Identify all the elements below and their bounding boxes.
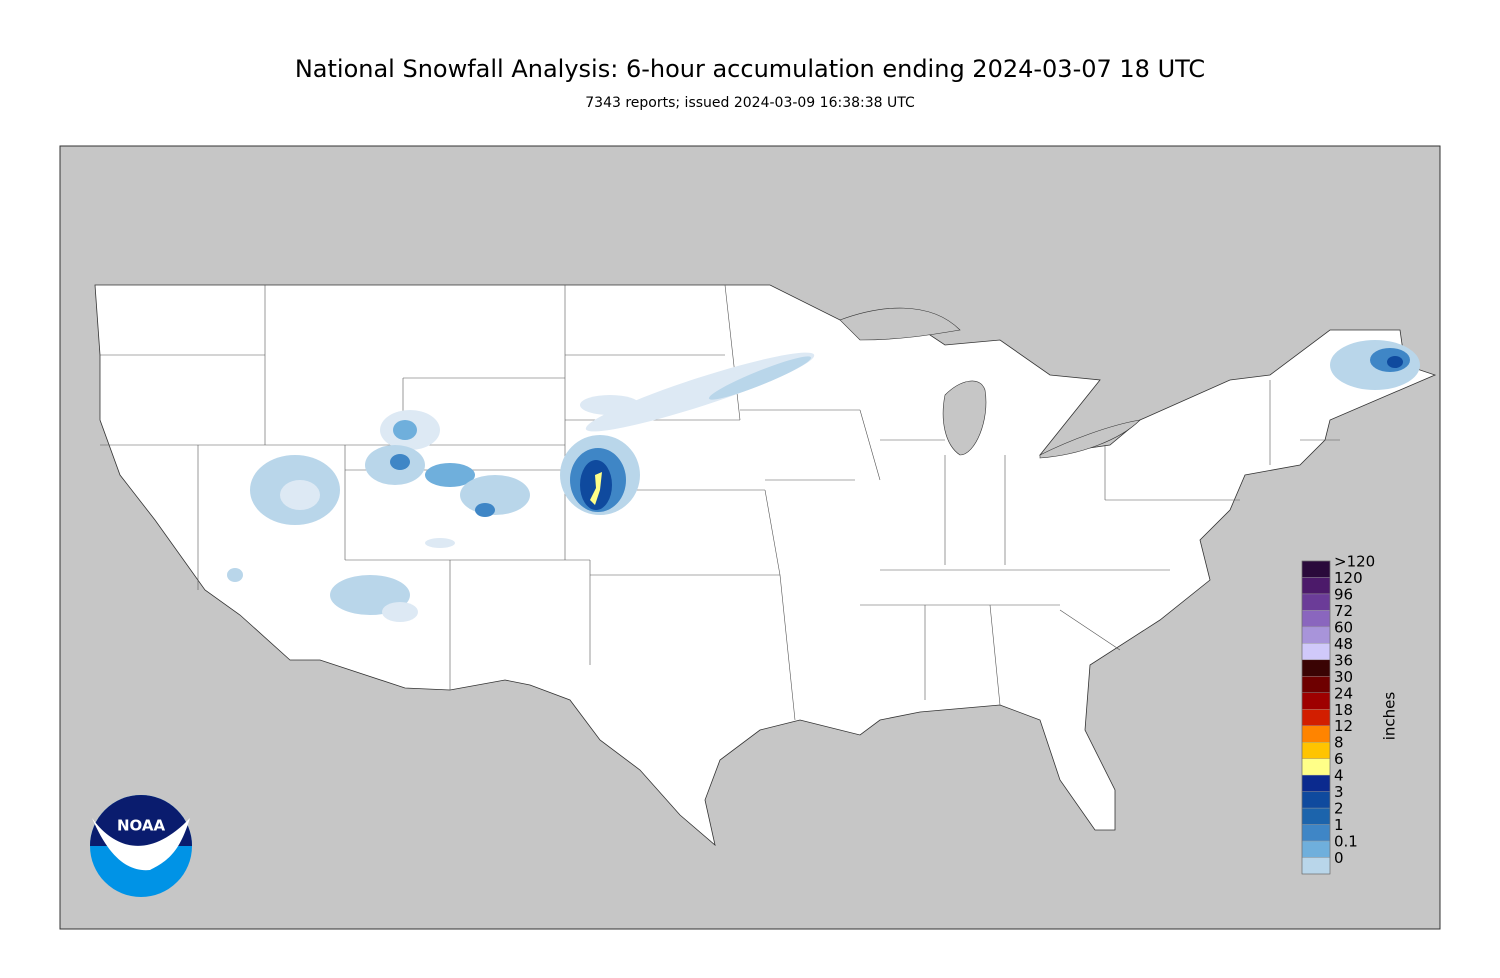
noaa-logo: NOAA [90,795,192,897]
legend-label: 96 [1334,585,1353,603]
legend-label: 3 [1334,783,1344,801]
legend-swatch [1301,659,1331,677]
legend-swatch [1301,692,1331,710]
legend-label: 4 [1334,767,1344,785]
legend-label: 60 [1334,618,1353,636]
legend-swatch [1301,676,1331,693]
legend-swatch [1301,610,1331,628]
legend-label: 18 [1334,701,1353,719]
legend-label: >120 [1334,553,1375,571]
legend-swatch [1301,626,1331,644]
legend-swatch [1301,758,1331,776]
legend-swatch [1301,840,1331,858]
legend-swatch [1301,560,1331,578]
legend-swatch [1301,643,1331,661]
legend-unit: inches [1381,692,1399,741]
legend-label: 6 [1334,750,1344,768]
map [59,145,1441,930]
legend-label: 12 [1334,717,1353,735]
legend-swatch [1301,742,1331,759]
legend-swatch [1301,807,1331,825]
legend-label: 36 [1334,651,1353,669]
legend-label: 0.1 [1334,833,1358,851]
lake-michigan [942,380,987,456]
snowfall-areas [227,340,1420,622]
legend-label: 0 [1334,849,1344,867]
legend-frame [1301,560,1331,875]
legend-swatch [1301,857,1331,875]
legend-swatch [1301,824,1331,842]
lake-erie [1039,419,1141,459]
legend-label: 1 [1334,816,1344,834]
legend-swatch [1301,593,1331,611]
legend-label: 8 [1334,734,1344,752]
title: National Snowfall Analysis: 6-hour accum… [295,55,1205,83]
legend-label: 30 [1334,668,1353,686]
lake-superior [839,307,961,341]
legend-label: 120 [1334,569,1363,587]
legend-swatch [1301,577,1331,595]
legend-label: 48 [1334,635,1353,653]
legend-swatch [1301,725,1331,743]
legend-swatch [1301,774,1331,792]
legend-swatch [1301,709,1331,726]
logo-text: NOAA [117,817,166,835]
legend-label: 2 [1334,800,1344,818]
legend-label: 24 [1334,684,1353,702]
legend-swatch [1301,791,1331,809]
subtitle: 7343 reports; issued 2024-03-09 16:38:38… [585,95,915,111]
legend-label: 72 [1334,602,1353,620]
